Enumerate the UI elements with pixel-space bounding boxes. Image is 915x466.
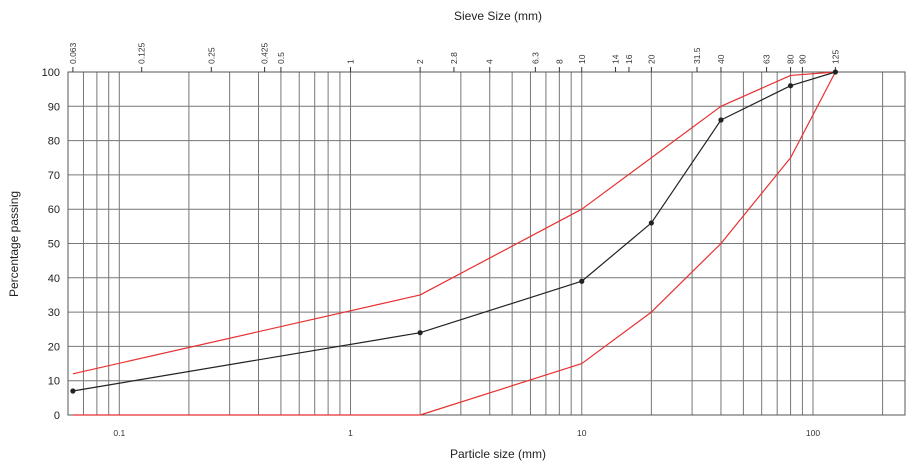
sieve-size-label: 10: [577, 54, 587, 64]
sieve-size-label: 4: [485, 59, 495, 64]
x-tick-label: 100: [806, 428, 820, 438]
sieve-size-label: 8: [554, 59, 564, 64]
series-layer: [70, 69, 838, 416]
plot-frame: [67, 71, 906, 416]
data-point-marker: [832, 69, 838, 75]
data-point-marker: [579, 278, 585, 284]
data-point-marker: [417, 330, 423, 336]
y-tick-label: 60: [48, 204, 60, 216]
sieve-size-label: 2: [415, 59, 425, 64]
y-axis-title: Percentage passing: [7, 191, 21, 297]
x-tick-label: 10: [577, 428, 587, 438]
sieve-size-label: 14: [611, 54, 621, 64]
sieve-size-label: 0.5: [276, 52, 286, 64]
sieve-size-label: 31.5: [692, 47, 702, 64]
y-tick-label: 40: [48, 273, 60, 285]
sieve-size-label: 80: [786, 54, 796, 64]
x-tick-label: 0.1: [113, 428, 125, 438]
y-tick-label: 30: [48, 307, 60, 319]
sieve-size-label: 16: [624, 54, 634, 64]
y-tick-label: 0: [54, 410, 60, 422]
sieve-size-label: 0.25: [206, 47, 216, 64]
label-layer: Sieve Size (mm) Particle size (mm) Perce…: [7, 9, 840, 461]
x-tick-label: 1: [348, 428, 353, 438]
y-tick-label: 50: [48, 239, 60, 251]
y-tick-label: 70: [48, 170, 60, 182]
data-point-marker: [718, 117, 724, 123]
data-point-marker: [648, 220, 654, 226]
sieve-size-label: 125: [830, 50, 840, 64]
sieve-size-label: 0.063: [68, 42, 78, 64]
y-tick-label: 20: [48, 341, 60, 353]
sieve-size-label: 40: [716, 54, 726, 64]
sieve-size-label: 6.3: [530, 52, 540, 64]
envelope-limit-line: [72, 71, 836, 416]
sieve-size-label: 2.8: [449, 52, 459, 64]
envelope-limit-line: [72, 71, 836, 375]
y-tick-label: 100: [42, 67, 60, 79]
sieve-size-label: 20: [646, 54, 656, 64]
sieve-size-label: 90: [797, 54, 807, 64]
top-axis-title: Sieve Size (mm): [454, 9, 542, 23]
data-point-marker: [70, 388, 76, 394]
grid-layer: [67, 67, 906, 416]
sieve-size-label: 63: [762, 54, 772, 64]
sieve-size-label: 1: [346, 59, 356, 64]
y-tick-label: 80: [48, 136, 60, 148]
sieve-size-label: 0.425: [260, 42, 270, 64]
sieve-size-label: 0.125: [137, 42, 147, 64]
data-point-marker: [787, 83, 794, 89]
y-tick-label: 10: [48, 376, 60, 388]
y-tick-label: 90: [48, 101, 60, 113]
x-axis-title: Particle size (mm): [450, 447, 546, 461]
